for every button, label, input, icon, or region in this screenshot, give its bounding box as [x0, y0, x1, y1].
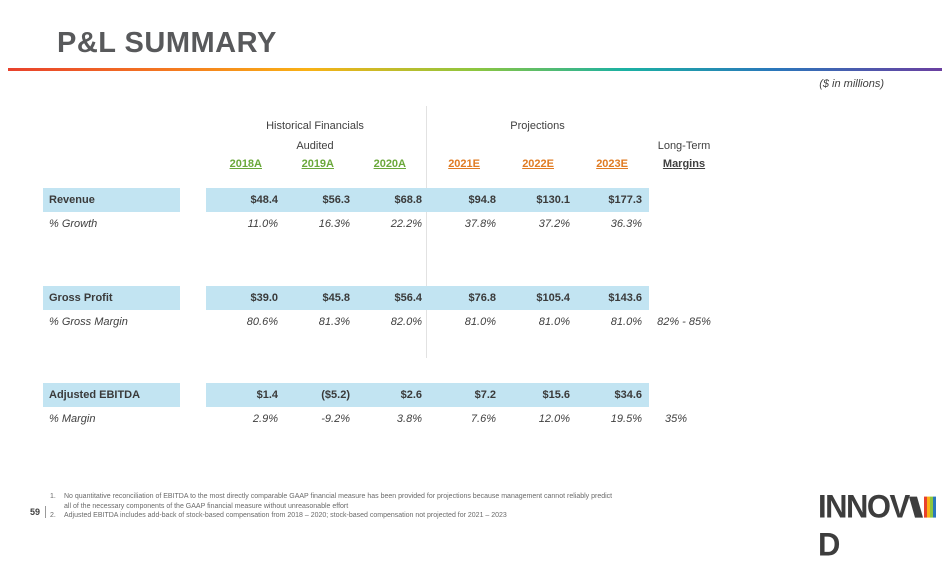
ebitda-2020a: $2.6	[400, 389, 422, 401]
margin-label: % Margin	[49, 413, 96, 425]
margin-2022e: 12.0%	[538, 413, 570, 425]
innovid-logo: INNOV D	[818, 488, 950, 564]
growth-2022e: 37.2%	[538, 218, 570, 230]
gross-profit-label: Gross Profit	[49, 292, 113, 304]
year-header-2020a: 2020A	[373, 158, 406, 170]
ebitda-2022e: $15.6	[542, 389, 570, 401]
revenue-2020a: $68.8	[394, 194, 422, 206]
revenue-2019a: $56.3	[322, 194, 350, 206]
revenue-label: Revenue	[49, 194, 95, 206]
page-number-divider	[45, 506, 46, 518]
year-header-2018a: 2018A	[229, 158, 262, 170]
footnote-text: Adjusted EBITDA includes add-back of sto…	[64, 512, 507, 519]
gross-profit-2020a: $56.4	[394, 292, 422, 304]
projections-header: Projections	[510, 120, 565, 132]
margins-header: Margins	[662, 158, 706, 170]
gross-margin-label: % Gross Margin	[49, 316, 128, 328]
revenue-2023e: $177.3	[608, 194, 642, 206]
gross-margin-2022e: 81.0%	[538, 316, 570, 328]
year-header-2022e: 2022E	[522, 158, 554, 170]
margin-2020a: 3.8%	[396, 413, 422, 425]
audited-header: Audited	[296, 140, 334, 152]
gross-margin-2021e: 81.0%	[464, 316, 496, 328]
logo-i-mark-icon	[908, 496, 936, 518]
units-note: ($ in millions)	[819, 78, 884, 90]
gross-margin-long-term: 82% - 85%	[657, 316, 711, 328]
ebitda-2021e: $7.2	[474, 389, 496, 401]
growth-label: % Growth	[49, 218, 98, 230]
revenue-2022e: $130.1	[536, 194, 570, 206]
long-term-header: Long-Term	[657, 140, 711, 152]
ebitda-label-band	[43, 383, 180, 407]
ebitda-2023e: $34.6	[614, 389, 642, 401]
footnote-1: 1. No quantitative reconciliation of EBI…	[50, 492, 620, 511]
title-divider	[8, 68, 942, 71]
year-header-2023e: 2023E	[596, 158, 628, 170]
ebitda-2018a: $1.4	[256, 389, 278, 401]
ebitda-label: Adjusted EBITDA	[49, 389, 141, 401]
growth-2018a: 11.0%	[247, 218, 278, 230]
gross-profit-2019a: $45.8	[322, 292, 350, 304]
margin-2021e: 7.6%	[470, 413, 496, 425]
gross-profit-2018a: $39.0	[250, 292, 278, 304]
growth-2023e: 36.3%	[610, 218, 642, 230]
gross-profit-2022e: $105.4	[536, 292, 570, 304]
year-header-2021e: 2021E	[448, 158, 480, 170]
margin-2019a: -9.2%	[321, 413, 350, 425]
footnote-number: 2.	[50, 512, 56, 519]
gross-profit-values-band	[206, 286, 649, 310]
historical-projection-divider	[426, 106, 427, 358]
gross-profit-2021e: $76.8	[468, 292, 496, 304]
revenue-values-band	[206, 188, 649, 212]
page-title: P&L SUMMARY	[57, 27, 277, 59]
margin-2018a: 2.9%	[252, 413, 278, 425]
margin-long-term: 35%	[664, 413, 688, 425]
gross-margin-2018a: 80.6%	[246, 316, 278, 328]
ebitda-2019a: ($5.2)	[321, 389, 350, 401]
footnotes: 1. No quantitative reconciliation of EBI…	[50, 492, 620, 521]
gross-margin-2020a: 82.0%	[390, 316, 422, 328]
revenue-label-band	[43, 188, 180, 212]
gross-margin-2023e: 81.0%	[610, 316, 642, 328]
growth-2020a: 22.2%	[390, 218, 422, 230]
growth-2021e: 37.8%	[464, 218, 496, 230]
margin-2023e: 19.5%	[610, 413, 642, 425]
year-header-2019a: 2019A	[301, 158, 334, 170]
page-number: 59	[30, 507, 41, 517]
revenue-2018a: $48.4	[250, 194, 278, 206]
gross-profit-label-band	[43, 286, 180, 310]
footnote-number: 1.	[50, 493, 56, 500]
footnote-2: 2. Adjusted EBITDA includes add-back of …	[50, 511, 620, 521]
gross-margin-2019a: 81.3%	[318, 316, 350, 328]
ebitda-values-band	[206, 383, 649, 407]
gross-profit-2023e: $143.6	[608, 292, 642, 304]
historical-financials-header: Historical Financials	[266, 120, 364, 132]
footnote-text: No quantitative reconciliation of EBITDA…	[64, 493, 613, 510]
growth-2019a: 16.3%	[318, 218, 350, 230]
revenue-2021e: $94.8	[468, 194, 496, 206]
